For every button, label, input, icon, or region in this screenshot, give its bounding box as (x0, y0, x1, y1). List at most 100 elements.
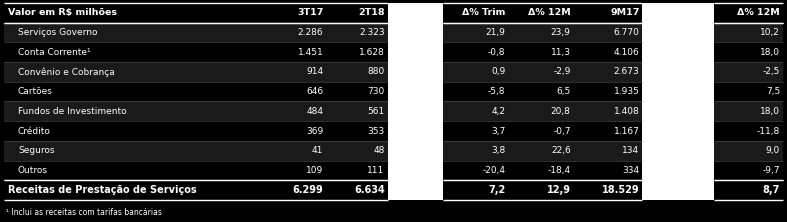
Text: ¹ Inclui as receitas com tarifas bancárias: ¹ Inclui as receitas com tarifas bancári… (6, 208, 162, 217)
Text: -9,7: -9,7 (763, 166, 780, 175)
Text: 8,7: 8,7 (763, 185, 780, 195)
Text: 12,9: 12,9 (547, 185, 571, 195)
Bar (263, 141, 327, 161)
Text: 914: 914 (306, 67, 323, 76)
Bar (388, 101, 442, 121)
Bar (388, 141, 442, 161)
Text: 22,6: 22,6 (551, 146, 571, 155)
Bar (4, 42, 263, 62)
Text: Cartões: Cartões (18, 87, 53, 96)
Bar (327, 161, 388, 180)
Text: Seguros: Seguros (18, 146, 54, 155)
Text: 111: 111 (368, 166, 385, 175)
Bar (263, 3, 327, 23)
Bar (715, 161, 783, 180)
Text: 353: 353 (368, 127, 385, 136)
Bar (442, 62, 508, 82)
Bar (327, 62, 388, 82)
Bar (574, 23, 642, 42)
Bar (4, 121, 263, 141)
Bar (574, 180, 642, 200)
Bar (4, 62, 263, 82)
Bar (327, 180, 388, 200)
Text: 48: 48 (373, 146, 385, 155)
Bar (4, 3, 263, 23)
Bar (263, 101, 327, 121)
Text: 369: 369 (306, 127, 323, 136)
Text: 2.286: 2.286 (297, 28, 323, 37)
Bar (508, 62, 574, 82)
Bar (508, 101, 574, 121)
Bar (574, 121, 642, 141)
Bar (574, 3, 642, 23)
Text: 1.408: 1.408 (614, 107, 639, 116)
Bar (263, 23, 327, 42)
Bar (327, 23, 388, 42)
Bar (442, 82, 508, 101)
Text: -2,5: -2,5 (763, 67, 780, 76)
Bar (327, 101, 388, 121)
Text: 6.634: 6.634 (354, 185, 385, 195)
Bar (388, 42, 442, 62)
Text: 18.529: 18.529 (602, 185, 639, 195)
Text: 1.167: 1.167 (614, 127, 639, 136)
Text: 21,9: 21,9 (486, 28, 505, 37)
Bar (388, 23, 442, 42)
Text: -0,7: -0,7 (553, 127, 571, 136)
Text: 4,2: 4,2 (491, 107, 505, 116)
Bar (388, 82, 442, 101)
Text: 730: 730 (368, 87, 385, 96)
Text: 2.323: 2.323 (359, 28, 385, 37)
Text: 23,9: 23,9 (551, 28, 571, 37)
Bar (442, 121, 508, 141)
Bar (263, 121, 327, 141)
Text: 20,8: 20,8 (551, 107, 571, 116)
Bar (4, 141, 263, 161)
Bar (327, 141, 388, 161)
Bar (508, 82, 574, 101)
Bar (263, 42, 327, 62)
Text: 2T18: 2T18 (358, 8, 385, 17)
Bar (263, 161, 327, 180)
Text: 6.770: 6.770 (614, 28, 639, 37)
Bar (715, 180, 783, 200)
Bar (642, 42, 715, 62)
Bar (642, 141, 715, 161)
Text: Δ% 12M: Δ% 12M (528, 8, 571, 17)
Bar (508, 3, 574, 23)
Bar (642, 23, 715, 42)
Text: 10,2: 10,2 (760, 28, 780, 37)
Text: 3,8: 3,8 (491, 146, 505, 155)
Text: Fundos de Investimento: Fundos de Investimento (18, 107, 127, 116)
Bar (442, 161, 508, 180)
Text: 4.106: 4.106 (614, 48, 639, 57)
Bar (388, 161, 442, 180)
Bar (508, 141, 574, 161)
Bar (388, 121, 442, 141)
Text: 9,0: 9,0 (766, 146, 780, 155)
Bar (442, 101, 508, 121)
Text: 3,7: 3,7 (491, 127, 505, 136)
Text: 2.673: 2.673 (614, 67, 639, 76)
Bar (574, 42, 642, 62)
Bar (715, 3, 783, 23)
Bar (263, 62, 327, 82)
Bar (642, 180, 715, 200)
Bar (642, 82, 715, 101)
Bar (715, 101, 783, 121)
Bar (442, 141, 508, 161)
Bar (327, 121, 388, 141)
Text: 7,5: 7,5 (766, 87, 780, 96)
Text: 484: 484 (306, 107, 323, 116)
Text: -18,4: -18,4 (548, 166, 571, 175)
Text: -5,8: -5,8 (488, 87, 505, 96)
Text: 6.299: 6.299 (293, 185, 323, 195)
Bar (642, 62, 715, 82)
Text: 18,0: 18,0 (760, 48, 780, 57)
Text: 109: 109 (306, 166, 323, 175)
Text: Outros: Outros (18, 166, 48, 175)
Text: 3T17: 3T17 (297, 8, 323, 17)
Text: Valor em R$ milhões: Valor em R$ milhões (8, 8, 117, 17)
Bar (388, 180, 442, 200)
Text: Convênio e Cobrança: Convênio e Cobrança (18, 67, 115, 77)
